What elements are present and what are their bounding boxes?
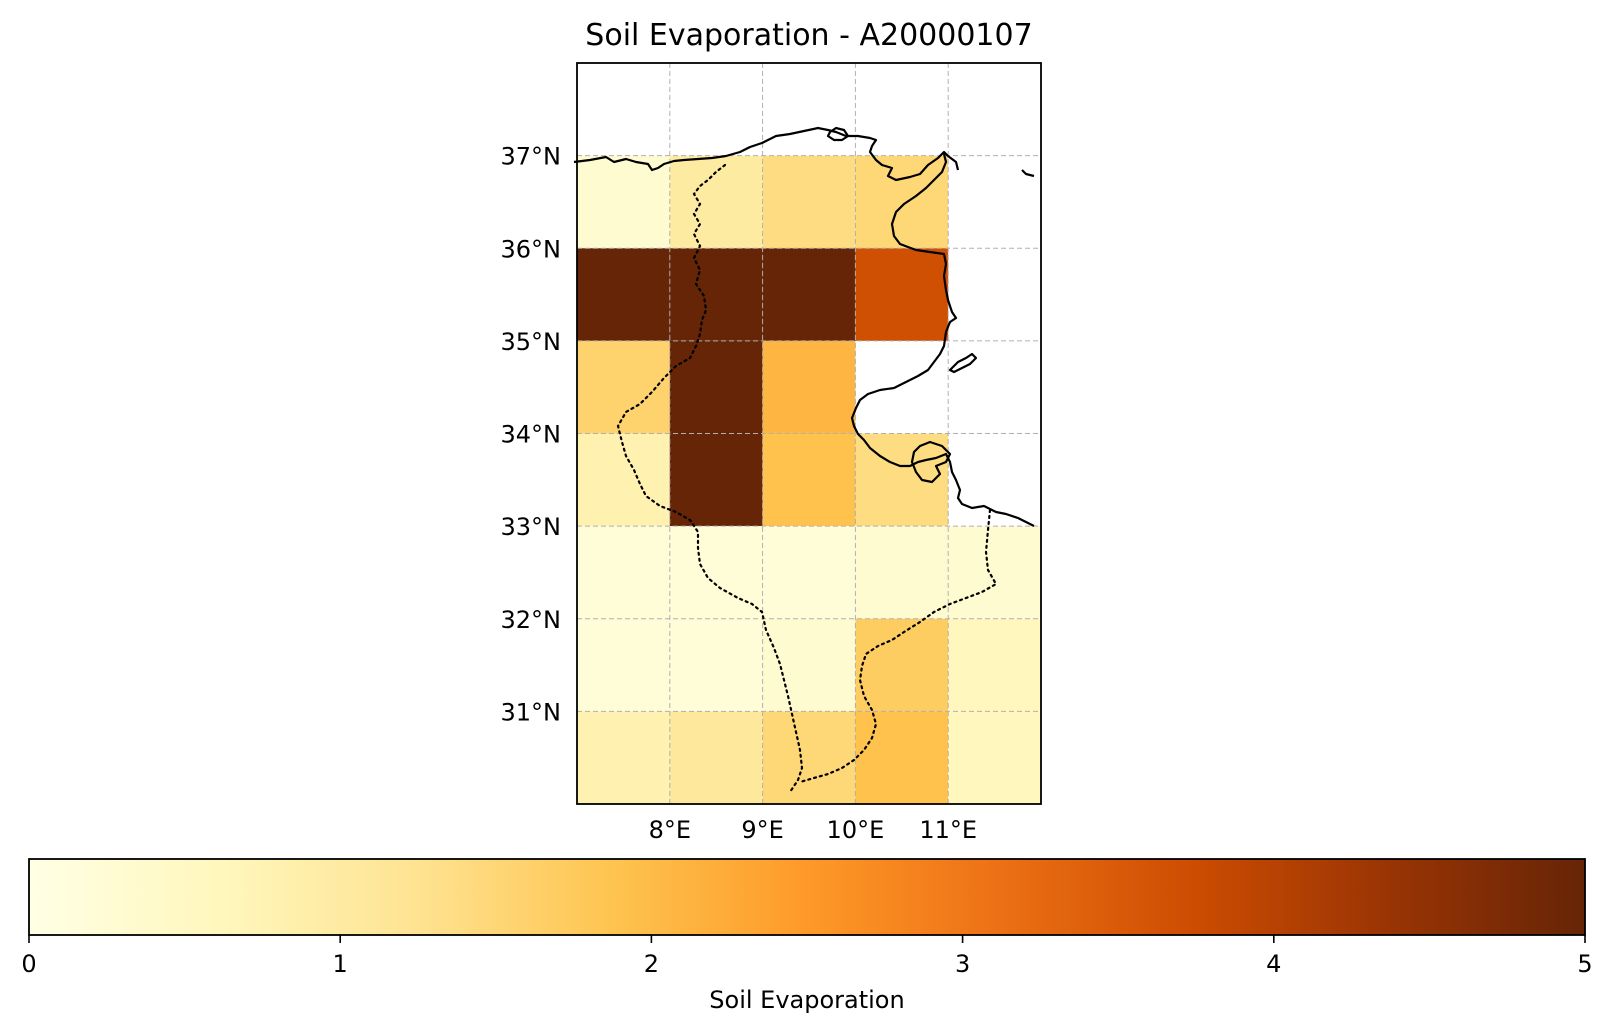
gridlines [577,63,1041,804]
latitude-tick-labels: 37°N 36°N 35°N 34°N 33°N 32°N 31°N [501,143,562,727]
heatmap-cell [577,711,670,804]
island-djerba [910,440,952,484]
lat-tick-label: 32°N [501,606,562,634]
heatmap-cell [577,248,670,341]
heatmap-cell [577,526,670,619]
lon-tick-label: 11°E [919,816,977,844]
heatmap-cell [669,155,763,249]
colorbar-ticks: 0 1 2 3 4 5 [21,935,1593,978]
heatmap-cell [577,155,670,249]
heatmap-cell [669,248,763,341]
heatmap-cell [762,340,856,434]
coastline-east-tip [1021,169,1035,178]
colorbar-tick-label: 4 [1266,950,1281,978]
heatmap-cell [762,526,856,619]
heatmap-cell [762,433,856,527]
heatmap-cell [855,711,949,804]
heatmap-cell [577,340,670,434]
colorbar: 0 1 2 3 4 5 Soil Evaporation [21,858,1593,1014]
colorbar-tick-label: 3 [955,950,970,978]
heatmap-cell [762,711,856,804]
island-kerkennah [948,352,978,374]
lat-tick-label: 33°N [501,513,562,541]
border-algeria-tunisia [616,163,804,794]
chart-title: Soil Evaporation - A20000107 [585,18,1032,53]
lat-tick-label: 37°N [501,143,562,171]
heatmap-cell [762,155,856,249]
coastline-cape-bon [850,153,1035,527]
lon-tick-label: 8°E [649,816,691,844]
heatmap-cell [855,155,949,249]
lat-tick-label: 34°N [501,421,562,449]
colorbar-tick-label: 2 [644,950,659,978]
heatmap-cell [762,248,856,341]
coastline [573,126,1035,527]
heatmap-cell [855,248,949,341]
heatmap-cell [669,526,763,619]
heatmap-cell [577,433,670,527]
coastline-north [573,126,960,182]
heatmap-cell [577,618,670,712]
heatmap-cell [855,526,949,619]
border-tunisia-libya [798,508,998,784]
heatmap-cell [948,526,1041,619]
heatmap-cell [669,711,763,804]
heatmap-cell [669,340,763,434]
colorbar-tick-label: 1 [333,950,348,978]
heatmap-cells [577,155,1041,804]
colorbar-gradient [28,858,1586,936]
colorbar-label: Soil Evaporation [709,986,904,1014]
lon-tick-label: 10°E [827,816,885,844]
colorbar-tick-label: 0 [21,950,36,978]
lat-tick-label: 31°N [501,698,562,726]
map-area [573,62,1042,805]
island-zembra [826,126,850,142]
lat-tick-label: 35°N [501,328,562,356]
lon-tick-label: 9°E [741,816,783,844]
lat-tick-label: 36°N [501,235,562,263]
heatmap-cell [948,618,1041,712]
heatmap-cell [669,618,763,712]
longitude-tick-labels: 8°E 9°E 10°E 11°E [649,816,977,844]
heatmap-cell [855,618,949,712]
country-border [616,163,998,794]
map-frame [576,62,1042,805]
colorbar-tick-label: 5 [1577,950,1592,978]
heatmap-cell [762,618,856,712]
heatmap-cell [948,711,1041,804]
heatmap-cell [669,433,763,527]
